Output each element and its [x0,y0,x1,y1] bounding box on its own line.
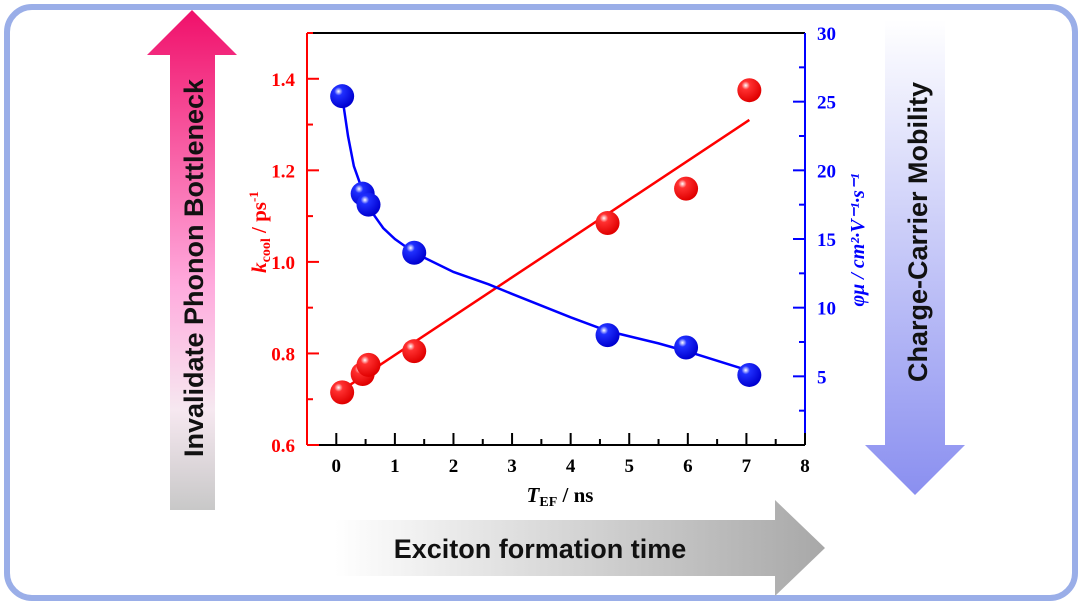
right-data-point [330,84,355,109]
plot-area: 0 1 2 3 4 5 6 7 8 0.6 0.8 1.0 1.2 1.4 5 10 15 20 25 30 [271,24,836,477]
right-data-point [402,240,427,265]
right-y-tick-label: 10 [817,299,836,320]
right-data-point [356,192,381,217]
bottom-arrow-label: Exciton formation time [394,534,687,564]
x-tick-label: 3 [507,456,517,477]
x-tick-label: 4 [566,456,576,477]
right-arrow-label: Charge-Carrier Mobility [903,82,933,382]
x-tick-label: 1 [390,456,400,477]
right-y-tick-label: 5 [817,367,827,388]
x-tick-label: 6 [683,456,693,477]
left-y-tick-label: 0.6 [271,436,295,457]
figure-frame [4,4,1078,601]
right-arrow: Charge-Carrier Mobility [865,20,965,495]
right-fit-line [340,95,750,373]
right-data-point [737,362,762,387]
right-y-tick-label: 20 [817,161,836,182]
right-y-tick-label: 30 [817,24,836,45]
x-tick-label: 8 [800,456,810,477]
right-y-tick-label: 15 [817,230,836,251]
right-data-point [674,335,699,360]
left-arrow-label: Invalidate Phonon Bottleneck [179,78,209,457]
x-axis-label: TEF / ns [527,483,594,510]
bottom-arrow: Exciton formation time [335,500,825,596]
x-tick-label: 2 [449,456,459,477]
left-data-point [595,210,620,235]
x-tick-label: 5 [624,456,634,477]
left-data-point [330,380,355,405]
left-y-tick-label: 1.0 [271,253,295,274]
left-data-point [402,339,427,364]
left-y-axis-label: kcool / ps-1 [246,191,274,273]
left-y-tick-label: 0.8 [271,344,295,365]
x-tick-label: 0 [332,456,342,477]
right-data-point [595,323,620,348]
left-data-point [737,78,762,103]
right-y-tick-label: 25 [817,93,836,114]
x-tick-label: 7 [742,456,752,477]
left-data-point [356,352,381,377]
left-arrow: Invalidate Phonon Bottleneck [147,10,237,510]
left-data-point [674,176,699,201]
left-y-tick-label: 1.4 [271,70,295,91]
left-y-tick-label: 1.2 [271,161,295,182]
right-y-axis-label: φμ / cm²·V⁻¹·s⁻¹ [847,173,869,306]
